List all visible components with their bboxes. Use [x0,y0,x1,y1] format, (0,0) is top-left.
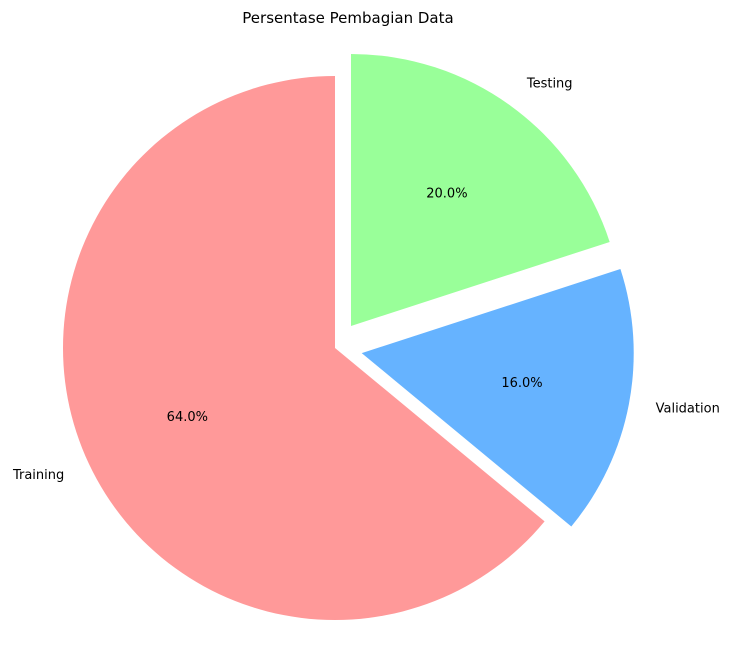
pct-label-testing: 20.0% [426,186,467,201]
slice-label-validation: Validation [656,402,720,417]
pie-slice-testing [350,53,610,326]
pie-slice-training [63,76,545,621]
pie-slices [63,53,634,621]
pct-label-validation: 16.0% [501,376,542,391]
slice-label-training: Training [12,468,64,483]
chart-title: Persentase Pembagian Data [242,9,453,27]
slice-label-testing: Testing [526,76,573,91]
pie-labels: Training 64.0% Validation 16.0% Testing 20.0% [12,76,720,482]
pie-slice-validation [361,269,634,527]
pct-label-training: 64.0% [167,410,208,425]
